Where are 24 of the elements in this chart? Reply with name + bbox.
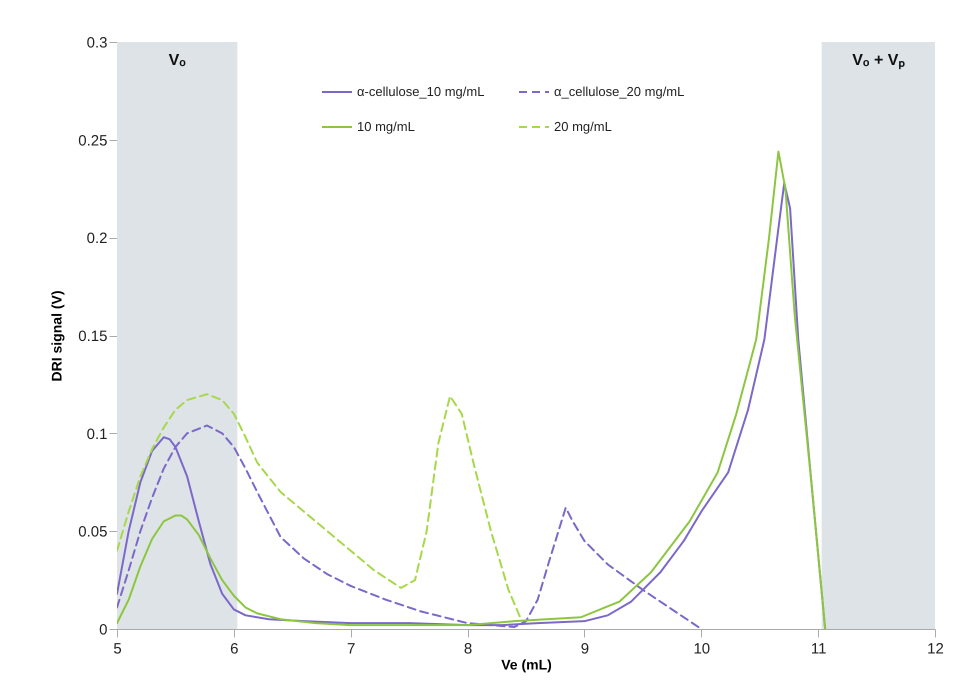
- x-tick-label: 12: [927, 640, 944, 658]
- x-tick-label: 5: [113, 640, 122, 658]
- y-tick-label: 0.05: [78, 524, 108, 541]
- y-tick-label: 0: [99, 622, 108, 638]
- legend-label: 20 mg/mL: [554, 119, 612, 134]
- y-tick-label: 0.3: [86, 34, 108, 52]
- legend-label: 10 mg/mL: [357, 119, 415, 134]
- x-tick-label: 11: [810, 640, 826, 658]
- x-tick-label: 7: [347, 640, 356, 658]
- y-tick-label: 0.1: [86, 426, 108, 443]
- band-label: Vₒ + Vₚ: [852, 52, 906, 70]
- y-tick-label: 0.15: [78, 328, 108, 345]
- line-series: [117, 393, 522, 618]
- y-tick-label: 0.2: [86, 230, 108, 248]
- legend-label: α-cellulose_10 mg/mL: [357, 84, 484, 99]
- x-tick-label: 6: [230, 640, 239, 658]
- legend-label: α_cellulose_20 mg/mL: [554, 84, 684, 99]
- y-tick-label: 0.25: [78, 132, 108, 150]
- band-label: Vₒ: [168, 52, 186, 69]
- x-axis-title: Ve (mL): [501, 656, 552, 672]
- x-tick-label: 8: [464, 640, 472, 658]
- x-tick-label: 10: [693, 640, 710, 658]
- x-tick-label: 9: [580, 640, 590, 658]
- y-axis-title: DRI signal (V): [48, 290, 64, 382]
